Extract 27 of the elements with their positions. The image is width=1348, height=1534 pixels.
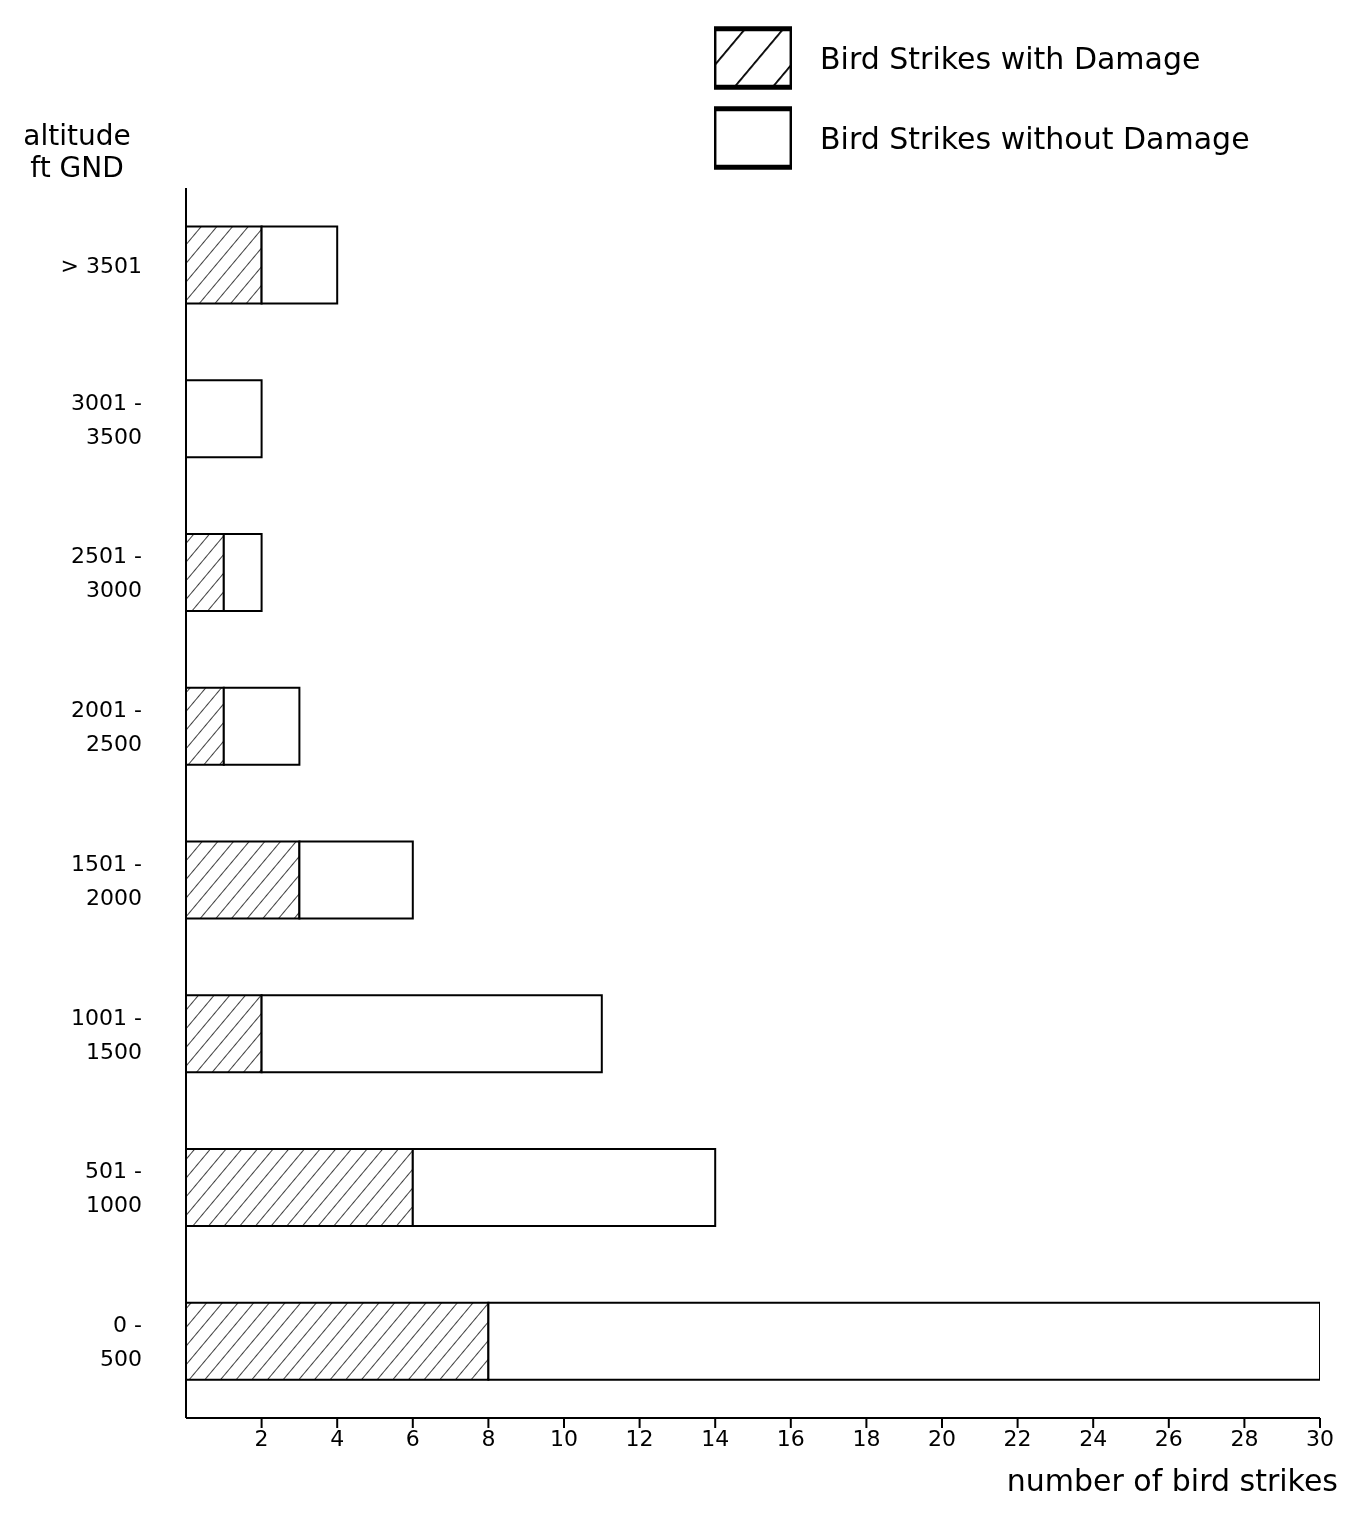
y-tick-label: 3001 - 3500 xyxy=(71,389,142,449)
y-tick-label: 501 - 1000 xyxy=(85,1158,142,1218)
x-tick-label: 20 xyxy=(928,1425,956,1451)
x-tick-label: 8 xyxy=(481,1425,496,1451)
y-axis-title: altitude ft GND xyxy=(22,119,132,184)
x-tick-label: 14 xyxy=(701,1425,730,1451)
y-tick-label: 1501 - 2000 xyxy=(71,850,142,910)
y-tick-label: 2001 - 2500 xyxy=(71,697,142,757)
x-tick-label: 28 xyxy=(1230,1425,1259,1451)
x-tick-label: 22 xyxy=(1003,1425,1032,1451)
x-axis-title: number of bird strikes xyxy=(1006,1463,1338,1498)
x-tick-label: 10 xyxy=(550,1425,578,1451)
x-tick-label: 26 xyxy=(1154,1425,1183,1451)
x-tick-label: 4 xyxy=(330,1425,345,1451)
x-tick-label: 2 xyxy=(254,1425,269,1451)
y-tick-label: 0 - 500 xyxy=(100,1312,142,1372)
y-tick-label: 2501 - 3000 xyxy=(71,543,142,603)
legend-label: Bird Strikes with Damage xyxy=(820,40,1202,76)
x-tick-label: 18 xyxy=(852,1425,881,1451)
x-tick-label: 30 xyxy=(1306,1425,1334,1451)
legend-label: Bird Strikes without Damage xyxy=(820,120,1251,156)
x-tick-label: 16 xyxy=(776,1425,805,1451)
x-tick-label: 24 xyxy=(1079,1425,1108,1451)
x-tick-label: 12 xyxy=(625,1425,654,1451)
x-tick-label: 6 xyxy=(405,1425,420,1451)
y-tick-label: > 3501 xyxy=(60,252,142,278)
y-tick-label: 1001 - 1500 xyxy=(71,1004,142,1064)
